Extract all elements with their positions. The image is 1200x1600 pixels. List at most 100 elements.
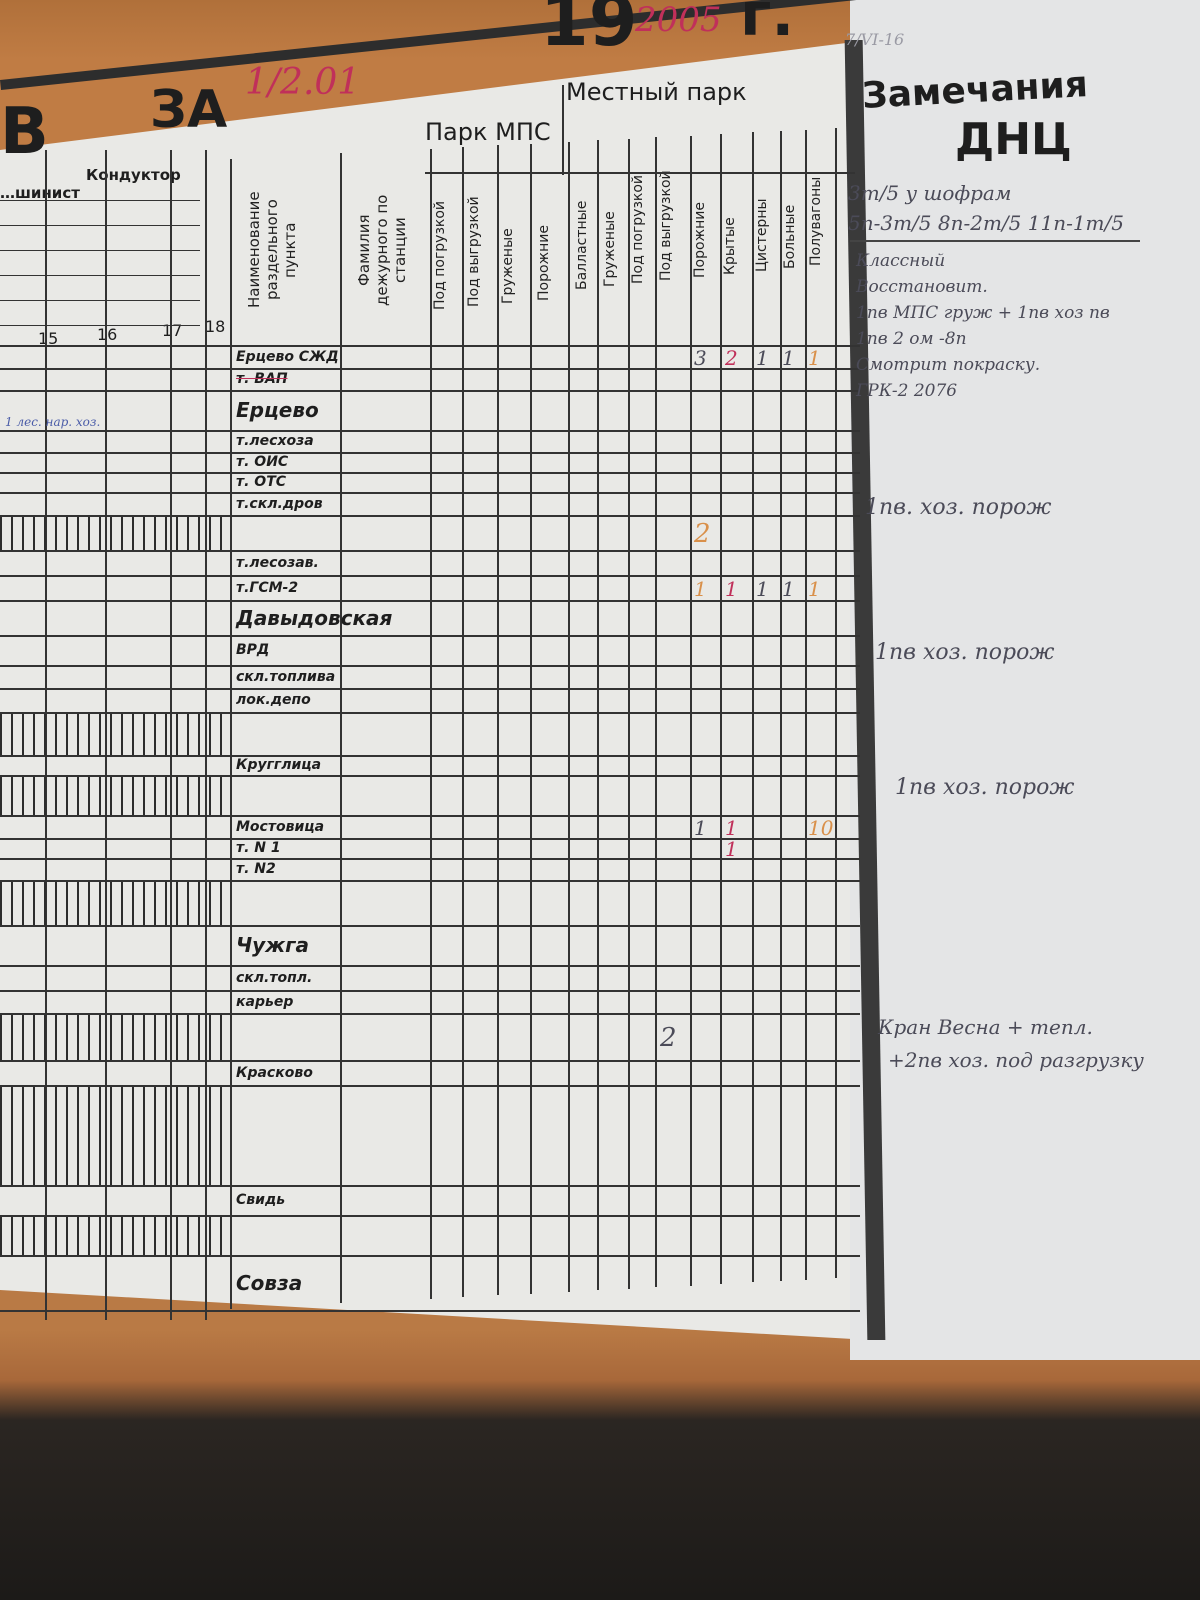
station-name: Ерцево СЖД (236, 348, 339, 365)
local-column-header: Порожние (692, 201, 708, 278)
cell-value: 1 (756, 576, 769, 601)
crew-line (0, 325, 200, 326)
station-name: Ерцево (236, 398, 319, 422)
cell-value: 1 (808, 345, 821, 370)
local-column-header: Груженые (602, 211, 618, 287)
crew-line (0, 250, 200, 251)
grid-line (720, 134, 722, 1284)
grid-line (0, 345, 860, 347)
grid-line (462, 146, 464, 1297)
grid-line (0, 550, 860, 552)
header-year-suffix: г. (740, 0, 795, 50)
local-column-header: Полувагоны (808, 176, 824, 266)
station-name: Мостовица (236, 818, 325, 835)
cell-value: 1 (756, 345, 769, 370)
grid-line (0, 755, 860, 757)
grid-line (0, 858, 860, 860)
mps-park-header: Парк МПС (425, 118, 551, 146)
header-letter: В (0, 95, 49, 169)
grid-line (0, 775, 860, 777)
grid-line (0, 965, 860, 967)
cell-value: 1 (725, 576, 738, 601)
station-name: т.ГСМ-2 (236, 579, 299, 596)
grid-line (0, 368, 860, 370)
remark-line: Классный (856, 251, 946, 271)
remark-line: Восстановит. (856, 277, 988, 297)
grid-line (0, 1085, 860, 1087)
grid-line (780, 131, 782, 1281)
station-name: карьер (236, 993, 294, 1010)
grid-line (690, 135, 692, 1286)
grid-line (597, 140, 599, 1291)
mps-column-header: Под погрузкой (432, 200, 448, 310)
station-name: Красково (236, 1064, 313, 1081)
station-name: т.лесхоза (236, 433, 314, 449)
grid-line (0, 1013, 860, 1015)
station-name: т. N2 (236, 861, 276, 877)
remarks-page (850, 0, 1200, 1360)
duty-column-header: Фамилия дежурного по станции (355, 194, 409, 306)
grid-line (835, 128, 837, 1279)
grid-line (0, 1185, 860, 1187)
remark-note-4b: +2пв хоз. под разгрузку (888, 1048, 1144, 1072)
grid-line (0, 665, 860, 667)
grid-line (0, 712, 860, 714)
hatched-cell (0, 714, 228, 755)
crew-line (0, 300, 200, 301)
grid-line (0, 452, 860, 454)
station-column-header: Наименование раздельного пункта (245, 191, 299, 309)
header-date: 1/2.01 (245, 62, 361, 103)
station-name: Свидь (236, 1192, 286, 1208)
local-column-header: Под выгрузкой (658, 170, 674, 281)
cell-value: 2 (694, 518, 711, 549)
crew-col2-header: Кондуктор (86, 166, 181, 184)
grid-line (568, 141, 570, 1292)
group-line (425, 172, 855, 174)
grid-line (752, 132, 754, 1283)
group-line (562, 85, 564, 175)
grid-line (0, 815, 860, 817)
hour-label: 16 (97, 325, 118, 344)
remark-note-2: 1пв хоз. порож (875, 640, 1055, 665)
cell-value: 1 (808, 576, 821, 601)
remarks-title-dnc: ДНЦ (955, 114, 1072, 165)
grid-line (0, 472, 860, 474)
remark-line: Смотрит покраску. (856, 355, 1041, 375)
cell-value: 3 (694, 345, 707, 370)
mps-column-header: Груженые (500, 228, 516, 304)
remark-line: ГРК-2 2076 (856, 381, 958, 401)
grid-line (430, 148, 432, 1299)
grid-line (805, 129, 807, 1280)
local-column-header: Цистерны (754, 198, 770, 272)
local-column-header: Балластные (574, 200, 590, 290)
hour-label: 18 (205, 317, 226, 336)
station-name: т. ОИС (236, 454, 289, 470)
header-za: ЗА (150, 80, 228, 140)
grid-line (0, 990, 860, 992)
hour-label: 15 (38, 329, 59, 348)
remarks-corner: 7/VI-16 (845, 30, 905, 49)
station-name: лок.депо (236, 692, 311, 708)
crew-line (0, 225, 200, 226)
station-name: Чужга (236, 933, 310, 957)
cell-value: 1 (725, 837, 738, 861)
cell-value: 1 (694, 576, 707, 601)
local-column-header: Больные (782, 204, 798, 269)
local-column-header: Под погрузкой (630, 174, 646, 284)
grid-line (0, 1310, 860, 1312)
cell-value: 2 (725, 345, 738, 370)
grid-line (0, 430, 860, 432)
remark-line: 1пв МПС груж + 1пв хоз пв (856, 303, 1110, 323)
hatched-cell (0, 882, 228, 925)
cell-value: 1 (782, 576, 795, 601)
crew-line (0, 200, 200, 201)
local-park-header: Местный парк (566, 78, 747, 106)
grid-line (0, 390, 860, 392)
grid-line (0, 880, 860, 882)
hatched-cell (0, 1087, 228, 1185)
cell-value: 1 (725, 815, 738, 840)
grid-line (0, 1255, 860, 1257)
station-name: скл.топлива (236, 668, 336, 685)
left-note: 1 лес. нар. хоз. (5, 415, 101, 429)
station-name: Совза (236, 1270, 303, 1295)
